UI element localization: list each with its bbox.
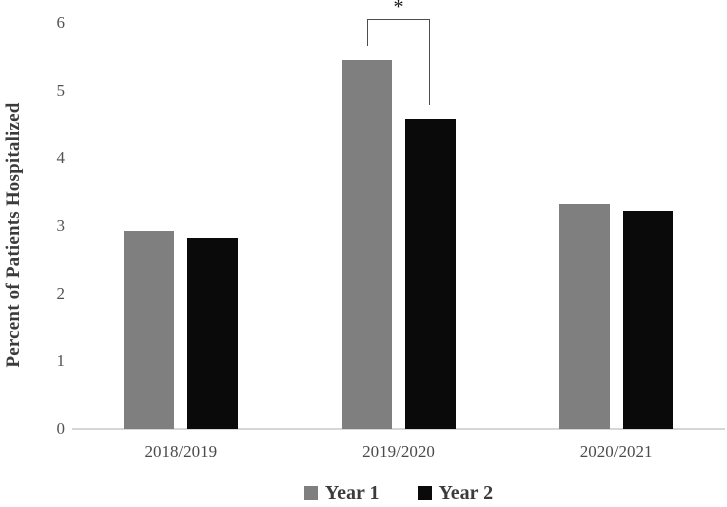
y-tick-label: 5 — [56, 80, 66, 100]
legend-item-year-2: Year 2 — [417, 481, 494, 505]
legend-item-year-1: Year 1 — [303, 481, 380, 505]
significance-bracket-right-leg — [428, 19, 431, 106]
bar-year-1-2019-2020 — [341, 60, 392, 429]
bar-year-1-2018-2019 — [123, 231, 175, 429]
legend-swatch-icon — [303, 486, 318, 500]
x-axis-line — [72, 428, 725, 430]
x-category-label: 2019/2020 — [362, 442, 435, 461]
y-tick-label: 6 — [56, 13, 66, 32]
legend-label: Year 2 — [438, 481, 494, 504]
y-tick-label: 1 — [56, 351, 66, 371]
y-tick-label: 2 — [56, 283, 66, 303]
bar-year-2-2019-2020 — [405, 119, 456, 429]
bar-year-2-2020-2021 — [622, 211, 674, 429]
y-tick-label: 4 — [56, 148, 66, 168]
significance-asterisk: * — [393, 0, 404, 18]
significance-bracket-left-leg — [366, 19, 369, 47]
significance-bracket-top — [366, 19, 431, 21]
bar-year-2-2018-2019 — [187, 238, 238, 429]
y-tick-label: 3 — [56, 216, 66, 235]
x-category-label: 2020/2021 — [579, 442, 653, 461]
legend: Year 1 Year 2 — [72, 480, 725, 506]
legend-label: Year 1 — [324, 481, 380, 504]
y-tick-label: 0 — [56, 419, 66, 438]
x-category-label: 2018/2019 — [144, 442, 218, 461]
bar-year-1-2020-2021 — [559, 204, 610, 429]
y-axis-title: Percent of Patients Hospitalized — [3, 102, 24, 368]
legend-swatch-icon — [417, 486, 432, 500]
